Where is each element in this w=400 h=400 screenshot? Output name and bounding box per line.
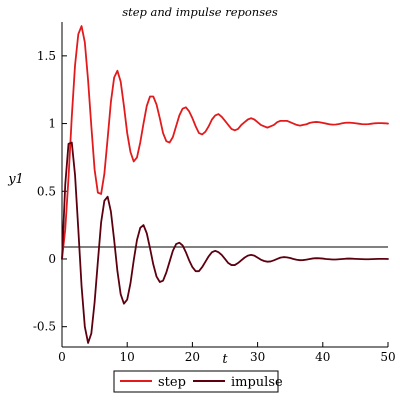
series-line-impulse (61, 141, 389, 344)
x-tick-label: 0 (58, 350, 66, 364)
x-tick-label: 40 (315, 350, 330, 364)
y-tick-label: 1.5 (37, 49, 56, 63)
y-axis-label: y1 (7, 172, 24, 187)
x-tick-label: 10 (120, 350, 135, 364)
y-tick-label: 1 (48, 117, 56, 131)
y-tick-label: 0 (48, 252, 56, 266)
axis-ticks: 0 10 20 30 40 50 -0.5 0 0.5 1 1.5 (33, 49, 396, 364)
y-tick-label: -0.5 (33, 320, 56, 334)
legend-label-impulse: impulse (231, 375, 283, 390)
y-tick-label: 0.5 (37, 184, 56, 198)
x-tick-label: 30 (250, 350, 265, 364)
legend-label-step: step (158, 375, 186, 390)
series-group (61, 25, 389, 344)
chart-title: step and impulse reponses (122, 5, 278, 19)
legend: step impulse (113, 370, 283, 393)
x-tick-label: 50 (380, 350, 395, 364)
x-tick-label: 20 (185, 350, 200, 364)
x-axis-label: t (222, 352, 228, 367)
series-line-step (61, 25, 389, 260)
